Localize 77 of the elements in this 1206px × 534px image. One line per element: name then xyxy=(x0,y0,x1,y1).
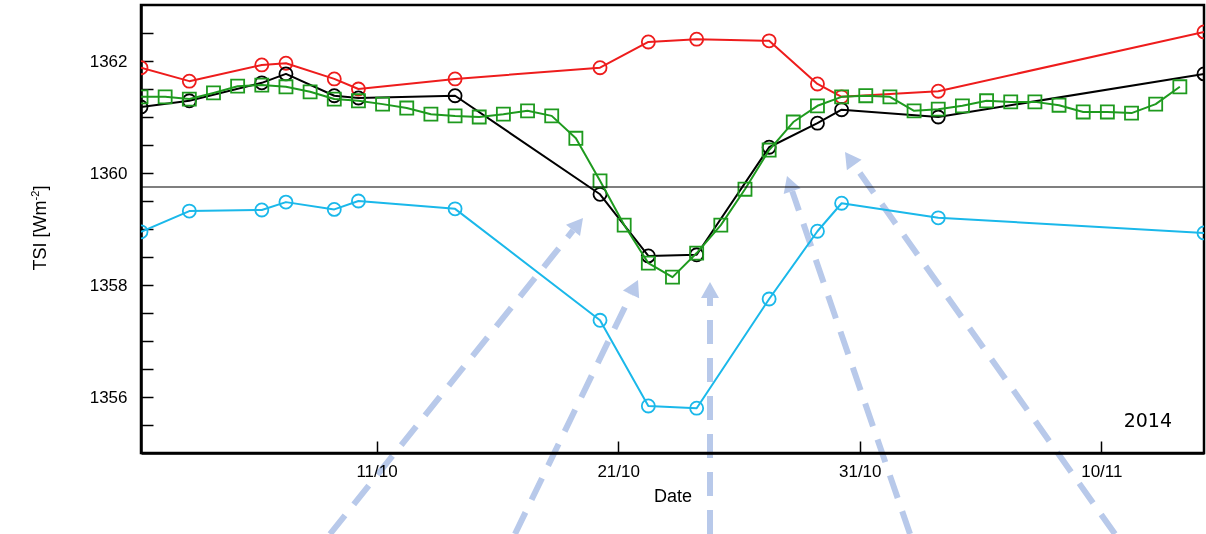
point xyxy=(447,71,463,87)
point xyxy=(592,60,608,76)
point xyxy=(254,202,270,218)
point xyxy=(157,89,173,105)
point xyxy=(278,55,294,71)
point xyxy=(592,312,608,328)
point xyxy=(278,194,294,210)
point xyxy=(375,96,391,112)
point xyxy=(351,193,366,209)
point xyxy=(1027,94,1043,110)
point xyxy=(447,88,463,104)
point xyxy=(810,223,825,239)
point xyxy=(810,98,825,114)
point xyxy=(278,79,294,95)
point xyxy=(592,186,608,202)
y-tick-label: 1360 xyxy=(89,163,128,183)
point xyxy=(399,100,415,116)
point xyxy=(447,108,463,124)
point xyxy=(930,101,946,117)
point xyxy=(954,98,970,114)
point xyxy=(181,203,197,219)
x-tick-label: 11/10 xyxy=(356,461,398,481)
point xyxy=(640,248,656,264)
point xyxy=(254,57,270,73)
point xyxy=(761,33,777,49)
point xyxy=(1051,97,1067,113)
point xyxy=(1124,105,1139,121)
y-tick-label: 1362 xyxy=(89,51,128,71)
point xyxy=(858,88,874,104)
point xyxy=(351,81,366,97)
point xyxy=(689,31,705,47)
point xyxy=(785,114,801,130)
point xyxy=(544,108,560,124)
point xyxy=(206,85,221,101)
point xyxy=(278,66,294,82)
point xyxy=(640,34,656,50)
point xyxy=(1003,94,1019,110)
x-tick-label: 31/10 xyxy=(838,461,882,481)
x-tick-label: 10/11 xyxy=(1081,461,1123,481)
point xyxy=(882,89,898,105)
point xyxy=(495,106,511,122)
point xyxy=(834,102,850,118)
point xyxy=(906,103,922,119)
point xyxy=(181,73,197,89)
point xyxy=(930,109,946,125)
point xyxy=(520,103,535,119)
point xyxy=(1075,104,1091,120)
point xyxy=(810,115,825,131)
point xyxy=(447,201,463,217)
point xyxy=(230,78,246,94)
y-tick-label: 1356 xyxy=(89,387,128,407)
point xyxy=(423,106,439,122)
point xyxy=(930,210,946,226)
point xyxy=(1099,104,1115,120)
point xyxy=(471,109,487,125)
x-tick-label: 21/10 xyxy=(597,461,640,481)
point xyxy=(1172,79,1188,95)
point xyxy=(302,84,318,100)
point xyxy=(568,130,584,146)
y-tick-label: 1358 xyxy=(89,275,128,295)
point xyxy=(640,398,656,414)
point xyxy=(761,291,777,307)
point xyxy=(326,71,342,87)
point xyxy=(640,255,656,271)
point xyxy=(689,400,705,416)
point xyxy=(1148,96,1164,112)
point xyxy=(834,195,850,211)
point xyxy=(665,269,680,285)
x-axis-title: Date xyxy=(653,485,693,506)
point xyxy=(713,217,729,233)
point xyxy=(930,83,946,99)
point xyxy=(616,217,632,233)
point xyxy=(737,181,753,197)
annotation: 2014 xyxy=(1123,409,1172,431)
point xyxy=(979,93,994,109)
point xyxy=(326,201,342,217)
point xyxy=(810,76,825,92)
